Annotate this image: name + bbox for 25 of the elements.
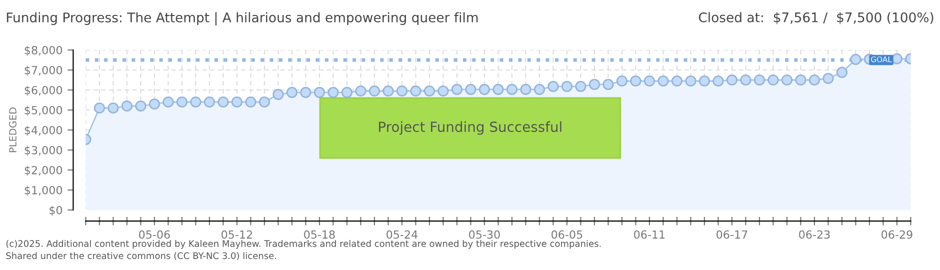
chart-title: Funding Progress: The Attempt | A hilarious and empowering queer film bbox=[6, 12, 478, 26]
y-tick-label: $1,000 bbox=[24, 186, 62, 196]
y-tick-label: $7,000 bbox=[24, 66, 62, 76]
text: Shared under the creative commons (CC BY-NC 3.0) license. bbox=[6, 252, 276, 260]
chart-subtitle: Closed at: $7,561 / $7,500 (100%) bbox=[698, 12, 934, 24]
y-tick-label: $5,000 bbox=[24, 106, 62, 116]
x-tick-label: 06-23 bbox=[799, 230, 830, 239]
x-tick-label: 06-17 bbox=[716, 230, 748, 239]
annotation: Project Funding Successful bbox=[379, 121, 562, 135]
text: (c)2025. Additional content provided by Kaleen Mayhew. Trademarks and related content are owned by their respective companies. bbox=[6, 240, 601, 249]
x-tick-label: 05-24 bbox=[386, 230, 418, 239]
y-tick-label: $3,000 bbox=[24, 146, 62, 156]
y-tick-label: $6,000 bbox=[24, 86, 62, 96]
x-tick-label: 06-05 bbox=[552, 230, 582, 239]
y-tick-label: $4,000 bbox=[24, 126, 62, 136]
y-tick-label: $2,000 bbox=[24, 166, 62, 176]
x-tick-label: 05-06 bbox=[139, 230, 170, 239]
y-tick-label: $8,000 bbox=[24, 46, 62, 56]
y-tick-label: $0 bbox=[50, 206, 62, 216]
x-tick-label: 05-18 bbox=[304, 230, 335, 239]
x-tick-label: 05-30 bbox=[469, 230, 500, 239]
x-tick-label: 06-11 bbox=[634, 230, 665, 239]
x-tick-label: 06-29 bbox=[882, 230, 912, 239]
y-axis-title: PLEDGED bbox=[9, 108, 16, 152]
x-tick-label: 05-12 bbox=[222, 230, 252, 239]
